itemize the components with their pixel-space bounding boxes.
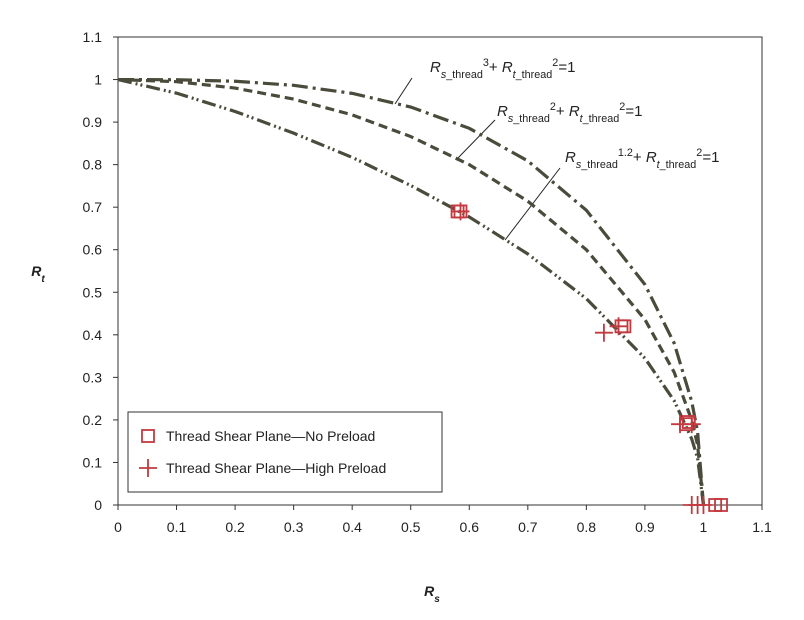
y-tick-label: 0.8: [83, 157, 103, 173]
legend-item: Thread Shear Plane—High Preload: [139, 459, 386, 477]
curve-annotation-part: =1: [625, 103, 642, 120]
curve-annotation-part: 2: [550, 101, 556, 113]
legend-label: Thread Shear Plane—High Preload: [166, 460, 386, 476]
curve-annotation-part: _thread: [582, 113, 620, 125]
curve: [117, 77, 706, 506]
curve-annotation-part: +: [489, 59, 502, 76]
y-tick-label: 0.5: [83, 284, 103, 300]
y-axis-label-part: R: [31, 263, 42, 279]
y-tick-label: 0: [94, 497, 102, 513]
curve-annotation-part: R: [569, 103, 580, 120]
legend-item: Thread Shear Plane—No Preload: [141, 428, 375, 444]
x-axis-label: Rs: [424, 583, 440, 605]
marker-square: [681, 415, 696, 429]
x-tick-label: 0.1: [167, 519, 187, 535]
x-tick-label: 0: [114, 519, 122, 535]
leader-line: [394, 77, 413, 105]
marker-plus: [609, 317, 628, 336]
curve-annotation-part: _thread: [445, 69, 483, 81]
curve-annotation-part: _thread: [515, 69, 553, 81]
curve-annotation-part: R: [646, 149, 657, 166]
marker-plus: [682, 415, 701, 434]
curve-annotation-part: t: [657, 159, 661, 171]
marker-square: [714, 498, 728, 512]
y-axis-label: Rt: [31, 263, 45, 285]
curve-annotation-part: 3: [483, 57, 489, 69]
curve-annotation-part: _thread: [659, 159, 697, 171]
curve-annotation-part: =1: [558, 59, 575, 76]
curve-annotation-part: _thread: [580, 159, 618, 171]
curve-annotation-part: 1.2: [618, 147, 633, 159]
curve-annotation-part: +: [556, 103, 569, 120]
x-tick-label: 0.3: [284, 519, 304, 535]
x-tick-label: 0.4: [342, 519, 362, 535]
curve-annotation-part: _thread: [512, 113, 550, 125]
curve-annotation-part: R: [430, 59, 441, 76]
x-tick-label: 0.5: [401, 519, 421, 535]
y-tick-label: 0.2: [83, 412, 103, 428]
marker-plus: [694, 496, 713, 514]
curve-annotation-part: 2: [619, 101, 625, 113]
y-tick-label: 0.1: [83, 454, 103, 470]
scatter-series: [451, 202, 713, 514]
x-tick-label: 1.1: [752, 519, 772, 535]
y-tick-label: 0.6: [83, 242, 103, 258]
y-tick-label: 0.9: [83, 114, 103, 130]
legend-box: [127, 411, 443, 493]
legend-marker: [141, 429, 155, 443]
scatter-series: [450, 204, 728, 512]
leader-line: [455, 119, 496, 161]
y-tick-label: 0.7: [83, 199, 103, 215]
curve: [117, 77, 706, 506]
y-tick-label: 0.4: [83, 327, 103, 343]
marker-plus: [451, 202, 470, 221]
curve-annotation-part: =1: [702, 149, 719, 166]
y-tick-label: 1: [94, 72, 102, 88]
curve-annotation: Rs_thread3+ Rt_thread2=1: [430, 57, 575, 81]
curve-annotation-part: R: [502, 59, 513, 76]
curve-annotation-part: +: [633, 149, 646, 166]
curve-annotation-part: s: [508, 113, 514, 125]
x-tick-label: 0.9: [635, 519, 655, 535]
y-tick-label: 1.1: [83, 29, 103, 45]
x-tick-label: 1: [700, 519, 708, 535]
y-axis-label-part: t: [41, 274, 45, 285]
curve-annotation: Rs_thread1.2+ Rt_thread2=1: [565, 147, 719, 171]
curve-annotation: Rs_thread2+ Rt_thread2=1: [497, 101, 642, 125]
x-tick-label: 0.8: [577, 519, 597, 535]
legend-marker: [139, 459, 157, 477]
curve: [117, 77, 706, 506]
marker-plus: [594, 323, 613, 342]
curve-annotation-part: s: [576, 159, 582, 171]
x-axis-label-part: s: [434, 594, 440, 605]
curve-annotation-part: 2: [552, 57, 558, 69]
curve-annotation-part: R: [565, 149, 576, 166]
y-tick-label: 0.3: [83, 369, 103, 385]
curve-annotation-part: 2: [696, 147, 702, 159]
curve-annotation-part: t: [513, 69, 517, 81]
x-tick-label: 0.7: [518, 519, 538, 535]
curve-annotation-part: R: [497, 103, 508, 120]
legend-label: Thread Shear Plane—No Preload: [166, 428, 375, 444]
curve-annotation-part: t: [580, 113, 584, 125]
curve-annotation-part: s: [441, 69, 447, 81]
x-tick-label: 0.2: [225, 519, 245, 535]
plot-frame: [117, 36, 763, 506]
x-tick-label: 0.6: [460, 519, 480, 535]
x-axis-label-part: R: [424, 583, 435, 599]
